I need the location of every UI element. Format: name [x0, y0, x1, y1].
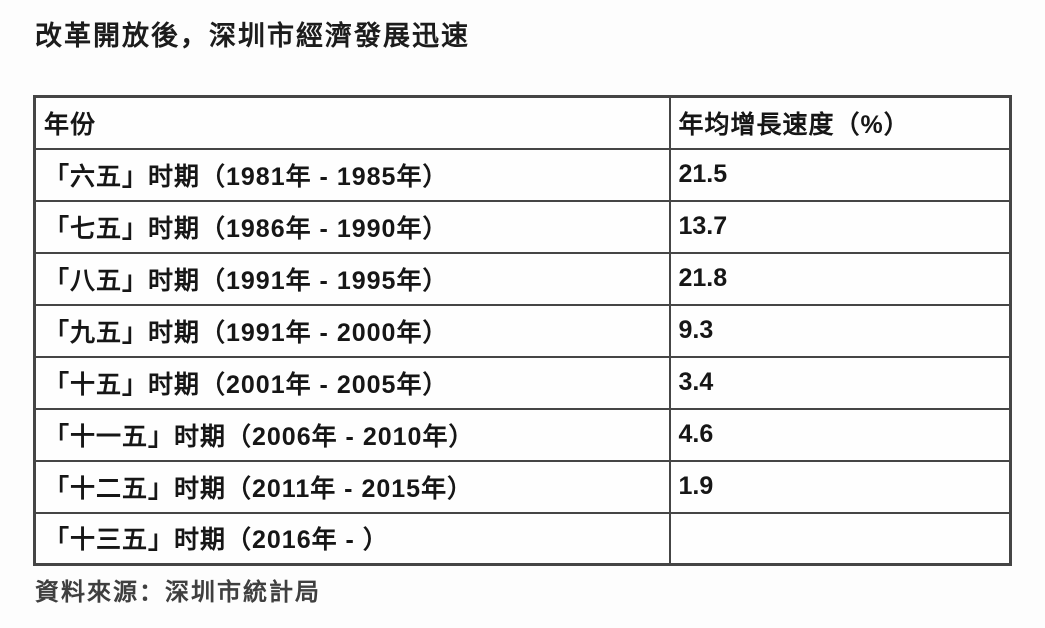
column-header-growth: 年均增長速度（%） — [668, 95, 1012, 150]
column-header-period: 年份 — [33, 95, 671, 150]
period-cell: 「七五」时期（1986年 - 1990年） — [33, 199, 671, 254]
value-cell: 9.3 — [668, 303, 1012, 358]
table-row: 「六五」时期（1981年 - 1985年） 21.5 — [33, 147, 1012, 202]
value-cell: 13.7 — [668, 199, 1012, 254]
value-cell: 4.6 — [668, 407, 1012, 462]
period-cell: 「八五」时期（1991年 - 1995年） — [33, 251, 671, 306]
value-cell: 21.5 — [668, 147, 1012, 202]
value-cell — [668, 511, 1012, 566]
table-row: 「十一五」时期（2006年 - 2010年） 4.6 — [33, 407, 1012, 462]
source-note: 資料來源：深圳市統計局 — [35, 579, 321, 606]
period-cell: 「十五」时期（2001年 - 2005年） — [33, 355, 671, 410]
growth-rate-table: 年份 年均增長速度（%） 「六五」时期（1981年 - 1985年） 21.5 … — [33, 95, 1012, 566]
table-row: 「十三五」时期（2016年 - ） — [33, 511, 1012, 566]
page-title: 改革開放後，深圳市經濟發展迅速 — [35, 21, 470, 51]
table-row: 「十二五」时期（2011年 - 2015年） 1.9 — [33, 459, 1012, 514]
period-cell: 「十三五」时期（2016年 - ） — [33, 511, 671, 566]
table-row: 「十五」时期（2001年 - 2005年） 3.4 — [33, 355, 1012, 410]
value-cell: 1.9 — [668, 459, 1012, 514]
table-header-row: 年份 年均增長速度（%） — [33, 95, 1012, 150]
period-cell: 「六五」时期（1981年 - 1985年） — [33, 147, 671, 202]
table-row: 「八五」时期（1991年 - 1995年） 21.8 — [33, 251, 1012, 306]
value-cell: 3.4 — [668, 355, 1012, 410]
period-cell: 「十一五」时期（2006年 - 2010年） — [33, 407, 671, 462]
period-cell: 「九五」时期（1991年 - 2000年） — [33, 303, 671, 358]
table-row: 「七五」时期（1986年 - 1990年） 13.7 — [33, 199, 1012, 254]
value-cell: 21.8 — [668, 251, 1012, 306]
period-cell: 「十二五」时期（2011年 - 2015年） — [33, 459, 671, 514]
table-row: 「九五」时期（1991年 - 2000年） 9.3 — [33, 303, 1012, 358]
